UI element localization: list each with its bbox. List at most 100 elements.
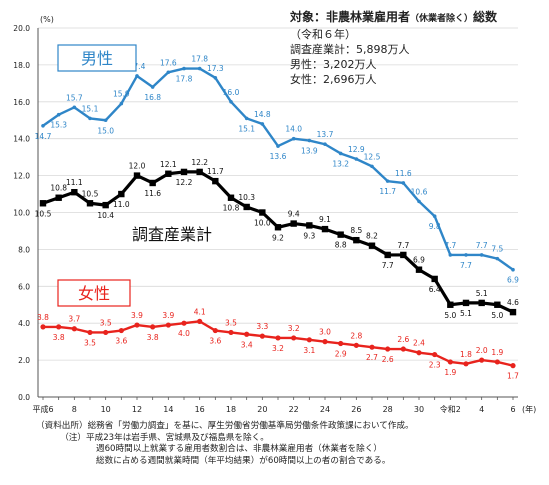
data-label: 2.7 bbox=[366, 353, 378, 362]
data-point bbox=[291, 136, 296, 141]
data-label: 7.5 bbox=[491, 245, 503, 254]
data-label: 9.8 bbox=[429, 222, 441, 231]
data-point bbox=[370, 164, 374, 169]
data-label: 6.9 bbox=[507, 276, 519, 285]
data-point bbox=[494, 359, 500, 365]
data-label: 13.2 bbox=[332, 159, 349, 168]
data-point bbox=[354, 157, 359, 161]
x-tick-label: 10 bbox=[101, 405, 111, 414]
data-label: 6.9 bbox=[413, 256, 425, 265]
data-label: 2.9 bbox=[335, 349, 347, 358]
data-point bbox=[462, 299, 470, 307]
legend-label: 女性 bbox=[78, 284, 110, 303]
summary-male: 男性：3,202万人 bbox=[290, 58, 377, 71]
x-tick-label: 令和2 bbox=[440, 404, 461, 414]
y-axis: 0.0 2.0 4.0 6.0 8.0 10.0 12.0 14.0 16.0 18.0 20.0 (… bbox=[13, 15, 54, 402]
data-point bbox=[291, 335, 297, 341]
legend-box bbox=[57, 44, 137, 72]
data-label: 15.1 bbox=[238, 124, 255, 133]
x-tick-label: 26 bbox=[351, 405, 361, 414]
data-label: 11.7 bbox=[207, 167, 224, 176]
data-label: 7.7 bbox=[476, 241, 488, 250]
x-tick-label: 16 bbox=[195, 405, 205, 414]
data-point bbox=[353, 342, 359, 348]
data-point bbox=[182, 66, 186, 71]
data-point bbox=[275, 335, 281, 341]
data-label: 11.0 bbox=[113, 200, 130, 209]
data-point bbox=[368, 242, 376, 249]
data-label: 8.8 bbox=[335, 241, 347, 250]
data-point bbox=[227, 194, 235, 201]
data-label: 7.7 bbox=[444, 241, 456, 250]
data-label: 15.0 bbox=[97, 126, 114, 135]
data-point bbox=[118, 327, 124, 334]
data-label: 3.9 bbox=[162, 311, 174, 320]
data-label: 1.7 bbox=[507, 372, 519, 381]
x-tick-label: 6 bbox=[510, 405, 515, 414]
data-point bbox=[369, 344, 375, 350]
data-label: 3.7 bbox=[68, 315, 80, 324]
data-label: 15.1 bbox=[82, 104, 99, 113]
data-label: 10.6 bbox=[411, 187, 428, 196]
data-label: 12.2 bbox=[176, 178, 193, 187]
data-point bbox=[494, 301, 501, 308]
data-label: 12.5 bbox=[364, 152, 381, 161]
data-label: 3.5 bbox=[225, 318, 237, 327]
data-label: 6.4 bbox=[429, 285, 441, 294]
data-label: 2.0 bbox=[476, 346, 488, 355]
data-label: 10.8 bbox=[50, 184, 67, 193]
data-point bbox=[478, 299, 485, 307]
data-point bbox=[385, 346, 391, 352]
data-label: 5.1 bbox=[460, 309, 472, 318]
data-point bbox=[385, 179, 390, 183]
data-point bbox=[150, 85, 155, 89]
y-tick-label: 16.0 bbox=[13, 98, 30, 107]
data-point bbox=[56, 324, 62, 330]
data-point bbox=[415, 266, 423, 273]
x-axis-unit: (年) bbox=[522, 404, 536, 414]
y-axis-unit: (%) bbox=[40, 15, 54, 24]
data-point bbox=[165, 322, 171, 328]
y-tick-label: 18.0 bbox=[13, 61, 30, 70]
data-label: 9.4 bbox=[288, 210, 300, 219]
y-tick-label: 12.0 bbox=[13, 172, 30, 181]
data-point bbox=[448, 253, 453, 257]
data-label: 16.0 bbox=[223, 88, 240, 97]
data-point bbox=[479, 357, 485, 363]
data-point bbox=[87, 329, 93, 336]
data-label: 17.8 bbox=[191, 55, 208, 64]
data-point bbox=[150, 324, 156, 330]
data-point bbox=[243, 203, 250, 211]
x-tick-label: 平成6 bbox=[32, 404, 53, 414]
data-point bbox=[102, 201, 109, 209]
summary-title: 対象：非農林業雇用者（休業者除く）総数 bbox=[290, 10, 497, 27]
summary-total: 調査産業計：5,898万人 bbox=[290, 43, 410, 56]
data-point bbox=[118, 190, 125, 198]
data-label: 11.6 bbox=[144, 189, 161, 198]
data-label: 14.0 bbox=[285, 125, 302, 134]
data-label: 9.3 bbox=[303, 231, 315, 240]
data-label: 10.8 bbox=[223, 204, 240, 213]
data-point bbox=[321, 225, 329, 233]
x-tick-label: 30 bbox=[414, 405, 424, 414]
legend-box bbox=[57, 279, 131, 307]
data-point bbox=[447, 301, 454, 308]
data-point bbox=[463, 361, 469, 367]
data-label: 13.6 bbox=[270, 152, 287, 161]
data-point bbox=[229, 100, 233, 104]
data-label: 3.4 bbox=[241, 340, 253, 349]
data-point bbox=[56, 112, 61, 117]
data-point bbox=[338, 151, 343, 156]
data-label: 17.4 bbox=[129, 62, 146, 71]
data-label: 3.5 bbox=[100, 318, 112, 327]
data-point bbox=[417, 199, 421, 204]
data-label: 3.2 bbox=[272, 344, 284, 353]
data-point bbox=[338, 340, 344, 347]
data-label: 15.7 bbox=[66, 93, 83, 102]
data-label: 9.1 bbox=[319, 215, 331, 224]
y-tick-label: 0.0 bbox=[18, 393, 30, 402]
data-point bbox=[197, 66, 202, 71]
data-point bbox=[322, 339, 328, 345]
data-point bbox=[432, 214, 437, 218]
